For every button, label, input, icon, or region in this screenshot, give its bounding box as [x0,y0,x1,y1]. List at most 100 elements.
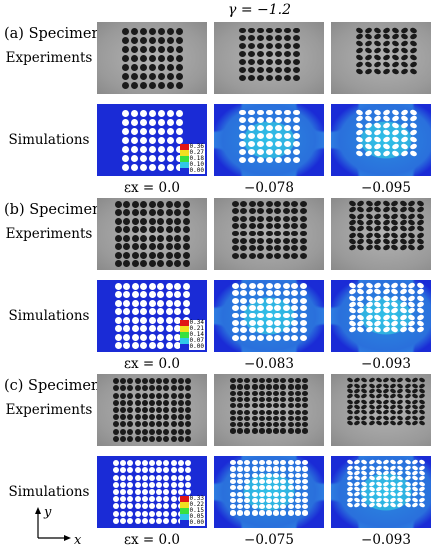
simulation-hole [274,327,281,334]
experiment-hole [363,26,373,34]
simulation-hole [148,299,156,307]
experiment-hole [265,422,272,428]
simulation-hole [399,108,409,116]
experiment-hole [121,63,129,71]
experiment-hole [148,63,156,71]
simulation-hole [139,154,147,162]
experiment-hole [274,230,281,237]
experiment-hole [274,75,282,82]
simulation-hole-grid [231,282,307,341]
color-legend: 0.33 0.22 0.15 0.05 0.00 [179,496,205,526]
experiment-hole [166,63,174,71]
specimen-title: (a) Specimen 2 [4,26,115,42]
simulation-hole [354,122,364,130]
simulation-hole [287,485,294,491]
simulation-hole [381,307,391,315]
simulation-hole [238,117,246,124]
experiment-hole [134,406,141,413]
simulation-hole [258,460,265,466]
experiment-hole [123,226,130,234]
experiment-hole [274,35,282,42]
experiment-hole-grid [121,27,183,89]
simulation-hole [258,472,265,478]
simulation-hole [294,510,301,516]
experiment-hole [231,230,239,237]
experiment-hole [113,406,119,413]
experiment-hole [157,81,165,89]
simulation-hole [247,117,255,124]
simulation-hole [113,510,119,517]
experiment-hole [363,53,373,62]
simulation-hole [120,467,127,474]
experiment-hole [120,421,127,428]
simulation-hole [381,135,391,144]
experiment-hole-grid [346,377,426,427]
legend-labels: 0.36 0.27 0.18 0.10 0.00 [188,144,205,174]
simulation-hole [273,472,280,478]
simulation-hole [372,122,382,130]
experiment-hole [390,205,399,214]
simulation-hole [291,297,298,304]
experiment-hole [299,200,307,207]
experiment-hole [291,200,298,207]
simulation-hole [231,290,239,297]
experiment-hole [114,226,122,234]
experiment-hole [381,33,391,41]
simulation-hole [372,135,382,144]
experiment-hole [248,208,256,215]
simulation-hole [381,122,391,130]
simulation-hole [381,142,391,151]
simulation-hole [257,327,264,334]
experiment-hole [182,209,190,217]
axes-indicator: y x [35,505,82,546]
experiment-hole [184,378,191,385]
experiment-hole [274,51,282,58]
experiment-hole [294,390,301,396]
simulation-hole [166,163,174,171]
experiment-hole-grid [113,378,191,442]
experiment-hole [148,200,156,208]
experiment-hole [156,385,163,392]
simulation-hole [256,141,264,148]
experiment-hole [174,226,181,234]
experiment-hole [184,428,191,435]
experiment-hole [381,46,391,55]
experiment-hole [294,403,301,409]
simulation-hole [251,510,258,516]
simulation-hole [237,504,244,510]
simulation-hole [373,294,382,302]
simulation-hole [415,287,425,296]
simulation-hole [273,460,280,466]
experiment-hole [237,415,244,421]
experiment-hole [251,415,258,421]
experiment-hole [148,428,155,435]
experiment-hole [292,43,300,50]
simulation-contour: 0.33 0.22 0.15 0.05 0.00 [97,456,207,528]
simulation-hole [381,294,391,302]
simulation-hole [274,125,282,132]
experiment-hole [120,378,127,385]
experiment-hole [182,234,190,242]
simulation-hole [130,163,138,171]
experiment-hole [114,243,122,251]
simulation-hole [258,504,265,510]
experiment-hole [156,428,163,435]
simulation-hole [237,497,244,503]
experiment-hole [141,399,148,406]
legend-swatch [179,150,189,156]
experiment-hole [139,54,147,62]
simulation-hole [354,135,364,144]
experiment-hole [237,409,244,415]
simulation-hole [274,290,281,297]
simulation-hole [299,290,307,297]
experiment-hole [265,378,272,384]
experiment-hole [238,59,246,66]
experiment-photo [214,22,324,94]
experiment-hole [130,72,138,80]
experiment-hole [408,60,418,69]
experiment-hole [230,384,236,390]
experiment-hole [375,393,383,400]
simulation-hole [148,496,155,503]
simulation-hole [157,308,164,316]
experiment-hole [399,33,409,41]
